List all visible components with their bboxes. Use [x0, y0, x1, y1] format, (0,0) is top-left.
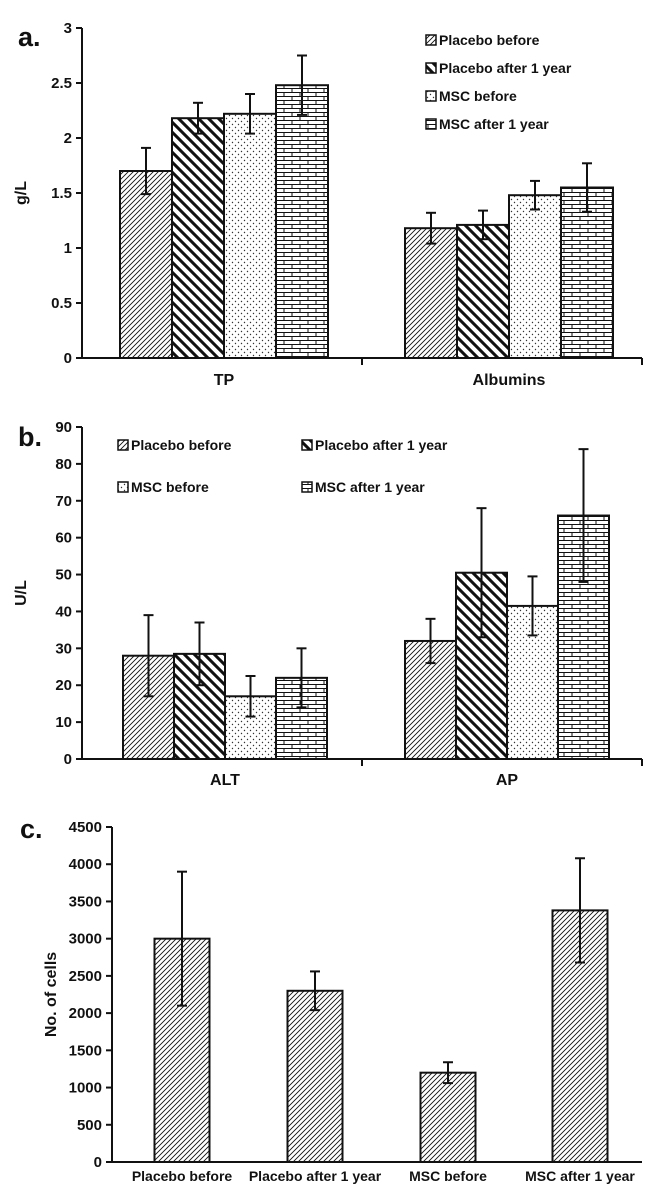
category-label: Placebo after 1 year	[249, 1168, 382, 1184]
bar	[404, 227, 458, 359]
legend-swatch	[425, 62, 437, 74]
panel-label: b.	[18, 422, 42, 452]
panel-label: c.	[20, 814, 43, 844]
y-tick-label: 2500	[69, 968, 102, 985]
bar	[275, 84, 329, 359]
legend-label: MSC after 1 year	[439, 116, 549, 132]
legend-label: MSC after 1 year	[315, 479, 425, 495]
bar	[419, 1071, 477, 1163]
y-tick-label: 40	[55, 603, 72, 620]
category-label: ALT	[210, 772, 240, 789]
category-label: AP	[496, 772, 519, 789]
y-tick-label: 10	[55, 714, 72, 731]
legend-swatch	[117, 481, 129, 493]
y-tick-label: 3500	[69, 893, 102, 910]
bar	[456, 223, 510, 359]
y-tick-label: 60	[55, 530, 72, 547]
y-tick-label: 3	[64, 20, 72, 37]
y-tick-label: 30	[55, 640, 72, 657]
bar	[508, 194, 562, 359]
y-tick-label: 2000	[69, 1005, 102, 1022]
legend-swatch	[301, 481, 313, 493]
y-axis-title: U/L	[13, 580, 30, 606]
category-label: MSC before	[409, 1168, 487, 1184]
legend-swatch	[301, 439, 313, 451]
y-tick-label: 20	[55, 677, 72, 694]
bar	[223, 112, 277, 359]
legend-label: MSC before	[439, 88, 517, 104]
y-tick-label: 1.5	[51, 185, 72, 202]
y-tick-label: 0	[64, 751, 72, 768]
y-tick-label: 2	[64, 130, 72, 147]
legend-label: Placebo before	[131, 437, 232, 453]
y-axis-title: g/L	[13, 181, 30, 205]
y-tick-label: 2.5	[51, 75, 72, 92]
legend-swatch	[425, 90, 437, 102]
legend-label: Placebo before	[439, 32, 540, 48]
category-label: TP	[214, 372, 235, 389]
category-label: MSC after 1 year	[525, 1168, 635, 1184]
y-axis-title: No. of cells	[43, 952, 60, 1037]
bar	[119, 170, 173, 359]
y-tick-label: 70	[55, 493, 72, 510]
legend-swatch	[425, 118, 437, 130]
legend-label: Placebo after 1 year	[315, 437, 448, 453]
y-tick-label: 90	[55, 419, 72, 436]
y-tick-label: 500	[77, 1117, 102, 1134]
legend-label: Placebo after 1 year	[439, 60, 572, 76]
bar	[560, 186, 614, 359]
y-tick-label: 1	[64, 240, 72, 257]
bar	[286, 989, 344, 1163]
bar	[122, 654, 175, 761]
legend-swatch	[117, 439, 129, 451]
y-tick-label: 0	[64, 350, 72, 367]
category-label: Albumins	[473, 372, 546, 389]
bar	[171, 117, 225, 359]
y-tick-label: 1000	[69, 1080, 102, 1097]
category-label: Placebo before	[132, 1168, 233, 1184]
y-tick-label: 80	[55, 456, 72, 473]
panel-label: a.	[18, 22, 41, 52]
y-tick-label: 3000	[69, 931, 102, 948]
y-tick-label: 1500	[69, 1042, 102, 1059]
y-tick-label: 50	[55, 567, 72, 584]
y-tick-label: 4500	[69, 819, 102, 836]
legend-swatch	[425, 34, 437, 46]
y-tick-label: 4000	[69, 856, 102, 873]
y-tick-label: 0	[94, 1154, 102, 1171]
chart-layer: a. 0 0.5 1 1.5 2 2.5 3 g/L TP Albumins Placebo befo…	[13, 20, 643, 1184]
y-tick-label: 0.5	[51, 295, 72, 312]
legend-label: MSC before	[131, 479, 209, 495]
